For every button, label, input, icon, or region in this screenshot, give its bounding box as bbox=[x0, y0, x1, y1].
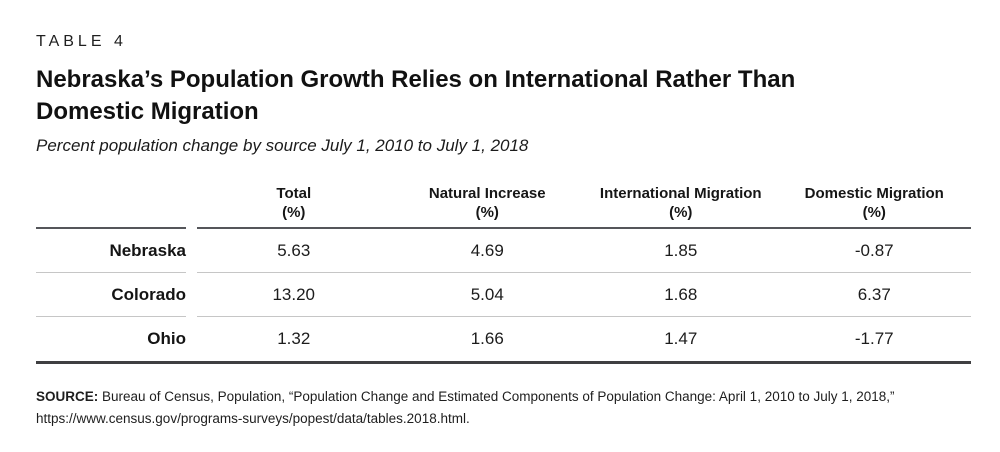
population-change-table: Total (%) Natural Increase (%) Internati… bbox=[36, 184, 971, 364]
table-bottom-rule bbox=[36, 361, 971, 364]
source-label: SOURCE: bbox=[36, 389, 99, 404]
figure-subtitle: Percent population change by source July… bbox=[36, 136, 529, 155]
source-note: SOURCE: Bureau of Census, Population, “P… bbox=[36, 386, 956, 430]
nebraska-natural-increase-value: 4.69 bbox=[390, 229, 584, 273]
ohio-domestic-migration-value: -1.77 bbox=[854, 329, 894, 348]
colorado-domestic-migration-value: 6.37 bbox=[777, 273, 971, 317]
table-number-label: TABLE 4 bbox=[36, 33, 127, 50]
nebraska-international-migration-value: 1.85 bbox=[584, 229, 778, 273]
column-header-international-migration-label: International Migration bbox=[599, 185, 762, 202]
row-gap bbox=[186, 317, 197, 361]
row-label-colorado: Colorado bbox=[36, 273, 186, 317]
ohio-total-value: 1.32 bbox=[277, 329, 311, 348]
figure-container: TABLE 4 Nebraska’s Population Growth Rel… bbox=[36, 0, 971, 430]
column-header-total-label: Total bbox=[276, 185, 312, 202]
figure-title-line-2: Domestic Migration bbox=[36, 98, 259, 125]
column-header-domestic-migration: Domestic Migration (%) bbox=[777, 184, 971, 229]
column-header-domestic-migration-unit: (%) bbox=[862, 204, 886, 221]
ohio-natural-increase-value: 1.66 bbox=[470, 329, 504, 348]
figure-title: Nebraska’s Population Growth Relies on I… bbox=[36, 64, 971, 128]
figure-title-line-1: Nebraska’s Population Growth Relies on I… bbox=[36, 66, 796, 93]
header-row-label-cell bbox=[36, 184, 186, 229]
table-row-colorado: Colorado 13.20 5.04 1.68 6.37 bbox=[36, 273, 971, 317]
nebraska-total-value: 5.63 bbox=[197, 229, 391, 273]
row-label-ohio: Ohio bbox=[147, 329, 186, 348]
table-row-nebraska: Nebraska 5.63 4.69 1.85 -0.87 bbox=[36, 229, 971, 273]
column-header-domestic-migration-label: Domestic Migration bbox=[804, 185, 944, 202]
column-header-natural-increase-unit: (%) bbox=[475, 204, 499, 221]
ohio-international-migration-value: 1.47 bbox=[664, 329, 698, 348]
row-gap bbox=[186, 273, 197, 317]
row-label-nebraska: Nebraska bbox=[36, 229, 186, 273]
table-header-row: Total (%) Natural Increase (%) Internati… bbox=[36, 184, 971, 229]
table-row-ohio: Ohio 1.32 1.66 1.47 -1.77 bbox=[36, 317, 971, 361]
column-header-total: Total (%) bbox=[197, 184, 391, 229]
column-header-natural-increase: Natural Increase (%) bbox=[390, 184, 584, 229]
nebraska-domestic-migration-value: -0.87 bbox=[777, 229, 971, 273]
column-header-international-migration-unit: (%) bbox=[669, 204, 693, 221]
column-header-international-migration: International Migration (%) bbox=[584, 184, 778, 229]
column-header-total-unit: (%) bbox=[282, 204, 306, 221]
colorado-natural-increase-value: 5.04 bbox=[390, 273, 584, 317]
header-gap bbox=[186, 184, 197, 229]
colorado-international-migration-value: 1.68 bbox=[584, 273, 778, 317]
row-gap bbox=[186, 229, 197, 273]
table-body: Nebraska 5.63 4.69 1.85 -0.87 Colorado 1… bbox=[36, 229, 971, 361]
source-text: Bureau of Census, Population, “Populatio… bbox=[36, 389, 895, 426]
column-header-natural-increase-label: Natural Increase bbox=[428, 185, 546, 202]
colorado-total-value: 13.20 bbox=[197, 273, 391, 317]
